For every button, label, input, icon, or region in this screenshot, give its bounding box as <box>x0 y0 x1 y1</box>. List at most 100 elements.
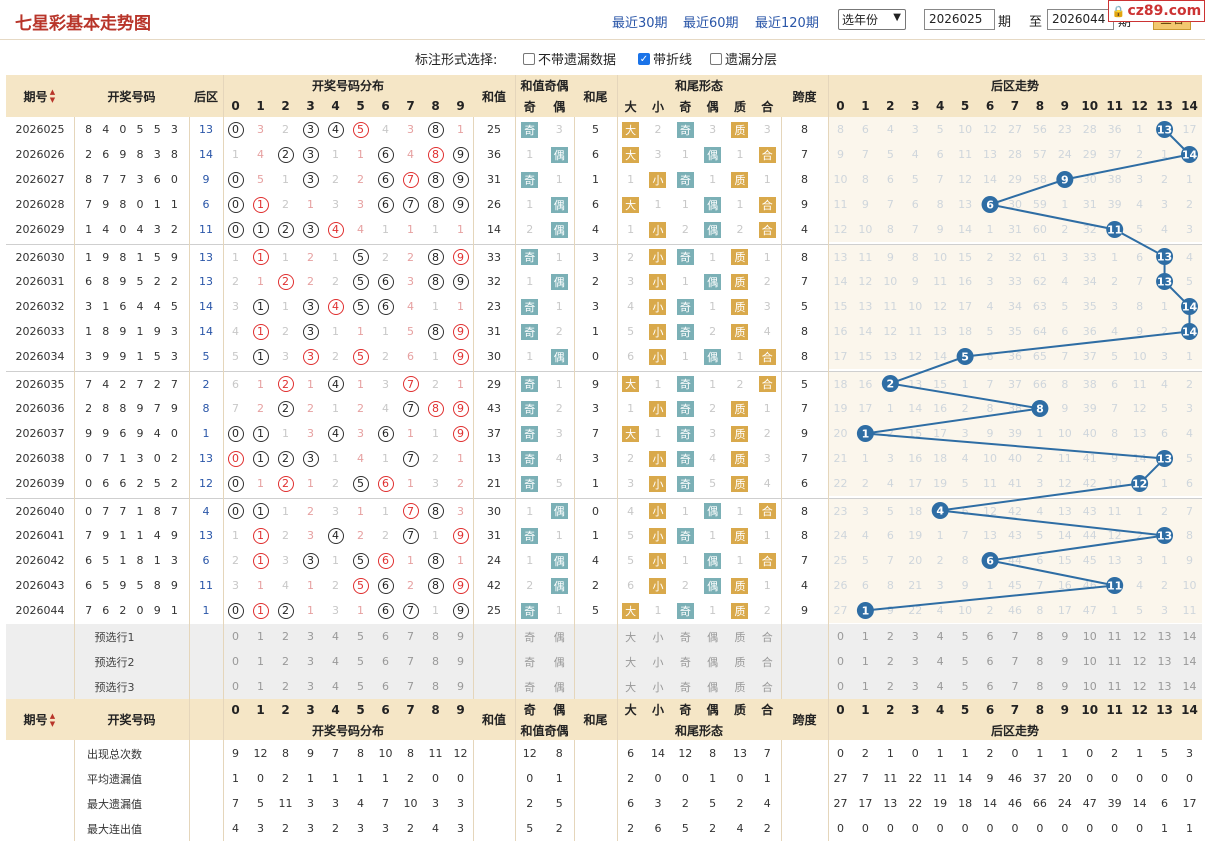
preselect-back-digit[interactable]: 14 <box>1182 680 1197 693</box>
preselect-digit[interactable]: 2 <box>282 655 289 668</box>
preselect-form-small[interactable]: 小 <box>652 655 664 669</box>
link-recent-30[interactable]: 最近30期 <box>612 16 668 31</box>
preselect-form-prime[interactable]: 质 <box>734 655 746 669</box>
preselect-back-digit[interactable]: 8 <box>1036 630 1044 643</box>
preselect-digit[interactable]: 1 <box>257 630 264 643</box>
preselect-form-prime[interactable]: 质 <box>734 680 746 694</box>
preselect-back-digit[interactable]: 0 <box>836 680 844 693</box>
preselect-form-even[interactable]: 偶 <box>707 655 719 669</box>
preselect-back-digit[interactable]: 5 <box>961 630 969 643</box>
preselect-digit[interactable]: 7 <box>407 680 414 693</box>
preselect-digit[interactable]: 9 <box>457 655 464 668</box>
link-recent-120[interactable]: 最近120期 <box>755 16 819 31</box>
preselect-back-digit[interactable]: 10 <box>1082 655 1097 668</box>
option-layered[interactable]: 遗漏分层 <box>710 49 777 68</box>
preselect-digit[interactable]: 8 <box>432 680 439 693</box>
preselect-back-digit[interactable]: 0 <box>836 630 844 643</box>
preselect-form-prime[interactable]: 质 <box>734 630 746 644</box>
sort-icon[interactable]: ▲▼ <box>48 711 57 728</box>
preselect-even[interactable]: 偶 <box>553 630 565 644</box>
preselect-digit[interactable]: 6 <box>382 655 389 668</box>
preselect-back-digit[interactable]: 2 <box>886 630 894 643</box>
preselect-form-small[interactable]: 小 <box>652 680 664 694</box>
preselect-back-digit[interactable]: 7 <box>1011 680 1019 693</box>
preselect-form-composite[interactable]: 合 <box>761 655 773 669</box>
preselect-odd[interactable]: 奇 <box>524 630 536 644</box>
preselect-back-digit[interactable]: 10 <box>1082 680 1097 693</box>
preselect-digit[interactable]: 4 <box>332 680 339 693</box>
preselect-back-digit[interactable]: 1 <box>861 680 869 693</box>
to-issue-input[interactable]: 2026044 <box>1047 9 1114 30</box>
preselect-back-digit[interactable]: 10 <box>1082 630 1097 643</box>
preselect-back-digit[interactable]: 3 <box>911 655 919 668</box>
preselect-back-digit[interactable]: 14 <box>1182 630 1197 643</box>
preselect-digit[interactable]: 3 <box>307 655 314 668</box>
preselect-digit[interactable]: 1 <box>257 680 264 693</box>
preselect-form-big[interactable]: 大 <box>625 630 637 644</box>
preselect-back-digit[interactable]: 6 <box>986 655 994 668</box>
preselect-back-digit[interactable]: 1 <box>861 630 869 643</box>
preselect-digit[interactable]: 4 <box>332 630 339 643</box>
checkbox-layered[interactable] <box>710 52 722 65</box>
preselect-back-digit[interactable]: 4 <box>936 655 944 668</box>
preselect-back-digit[interactable]: 4 <box>936 630 944 643</box>
preselect-back-digit[interactable]: 12 <box>1132 680 1147 693</box>
preselect-digit[interactable]: 9 <box>457 630 464 643</box>
preselect-back-digit[interactable]: 7 <box>1011 655 1019 668</box>
preselect-back-digit[interactable]: 8 <box>1036 680 1044 693</box>
preselect-back-digit[interactable]: 6 <box>986 680 994 693</box>
preselect-back-digit[interactable]: 1 <box>861 655 869 668</box>
preselect-form-even[interactable]: 偶 <box>707 680 719 694</box>
preselect-digit[interactable]: 0 <box>232 680 239 693</box>
preselect-back-digit[interactable]: 5 <box>961 680 969 693</box>
footer-issue[interactable]: 期号 ▲▼ <box>6 699 74 740</box>
preselect-digit[interactable]: 2 <box>282 630 289 643</box>
preselect-back-digit[interactable]: 5 <box>961 655 969 668</box>
preselect-digit[interactable]: 0 <box>232 655 239 668</box>
year-select[interactable]: 选年份 ▼ <box>838 9 906 30</box>
preselect-back-digit[interactable]: 3 <box>911 630 919 643</box>
link-recent-60[interactable]: 最近60期 <box>683 16 739 31</box>
preselect-back-digit[interactable]: 2 <box>886 655 894 668</box>
preselect-back-digit[interactable]: 13 <box>1157 655 1172 668</box>
preselect-digit[interactable]: 7 <box>407 630 414 643</box>
preselect-digit[interactable]: 8 <box>432 655 439 668</box>
preselect-form-even[interactable]: 偶 <box>707 630 719 644</box>
preselect-even[interactable]: 偶 <box>553 680 565 694</box>
preselect-digit[interactable]: 4 <box>332 655 339 668</box>
preselect-back-digit[interactable]: 0 <box>836 655 844 668</box>
preselect-back-digit[interactable]: 11 <box>1107 655 1122 668</box>
preselect-digit[interactable]: 6 <box>382 630 389 643</box>
preselect-digit[interactable]: 0 <box>232 630 239 643</box>
preselect-back-digit[interactable]: 4 <box>936 680 944 693</box>
preselect-digit[interactable]: 1 <box>257 655 264 668</box>
preselect-back-digit[interactable]: 13 <box>1157 680 1172 693</box>
preselect-back-digit[interactable]: 8 <box>1036 655 1044 668</box>
preselect-back-digit[interactable]: 11 <box>1107 630 1122 643</box>
preselect-form-big[interactable]: 大 <box>625 655 637 669</box>
preselect-form-composite[interactable]: 合 <box>761 680 773 694</box>
preselect-form-composite[interactable]: 合 <box>761 630 773 644</box>
preselect-back-digit[interactable]: 6 <box>986 630 994 643</box>
preselect-digit[interactable]: 5 <box>357 630 364 643</box>
preselect-back-digit[interactable]: 9 <box>1061 655 1069 668</box>
preselect-odd[interactable]: 奇 <box>524 680 536 694</box>
preselect-form-odd[interactable]: 奇 <box>679 680 691 694</box>
header-issue[interactable]: 期号 ▲▼ <box>6 75 74 117</box>
preselect-back-digit[interactable]: 14 <box>1182 655 1197 668</box>
preselect-form-odd[interactable]: 奇 <box>679 655 691 669</box>
preselect-digit[interactable]: 7 <box>407 655 414 668</box>
option-line[interactable]: ✓ 带折线 <box>638 52 693 68</box>
checkbox-line[interactable]: ✓ <box>638 52 650 65</box>
preselect-digit[interactable]: 5 <box>357 655 364 668</box>
preselect-back-digit[interactable]: 2 <box>886 680 894 693</box>
sort-icon[interactable]: ▲▼ <box>48 88 57 104</box>
preselect-digit[interactable]: 6 <box>382 680 389 693</box>
preselect-form-odd[interactable]: 奇 <box>679 630 691 644</box>
preselect-back-digit[interactable]: 7 <box>1011 630 1019 643</box>
preselect-digit[interactable]: 8 <box>432 630 439 643</box>
preselect-digit[interactable]: 2 <box>282 680 289 693</box>
checkbox-no-omission[interactable] <box>523 52 535 65</box>
preselect-back-digit[interactable]: 12 <box>1132 630 1147 643</box>
preselect-back-digit[interactable]: 9 <box>1061 630 1069 643</box>
